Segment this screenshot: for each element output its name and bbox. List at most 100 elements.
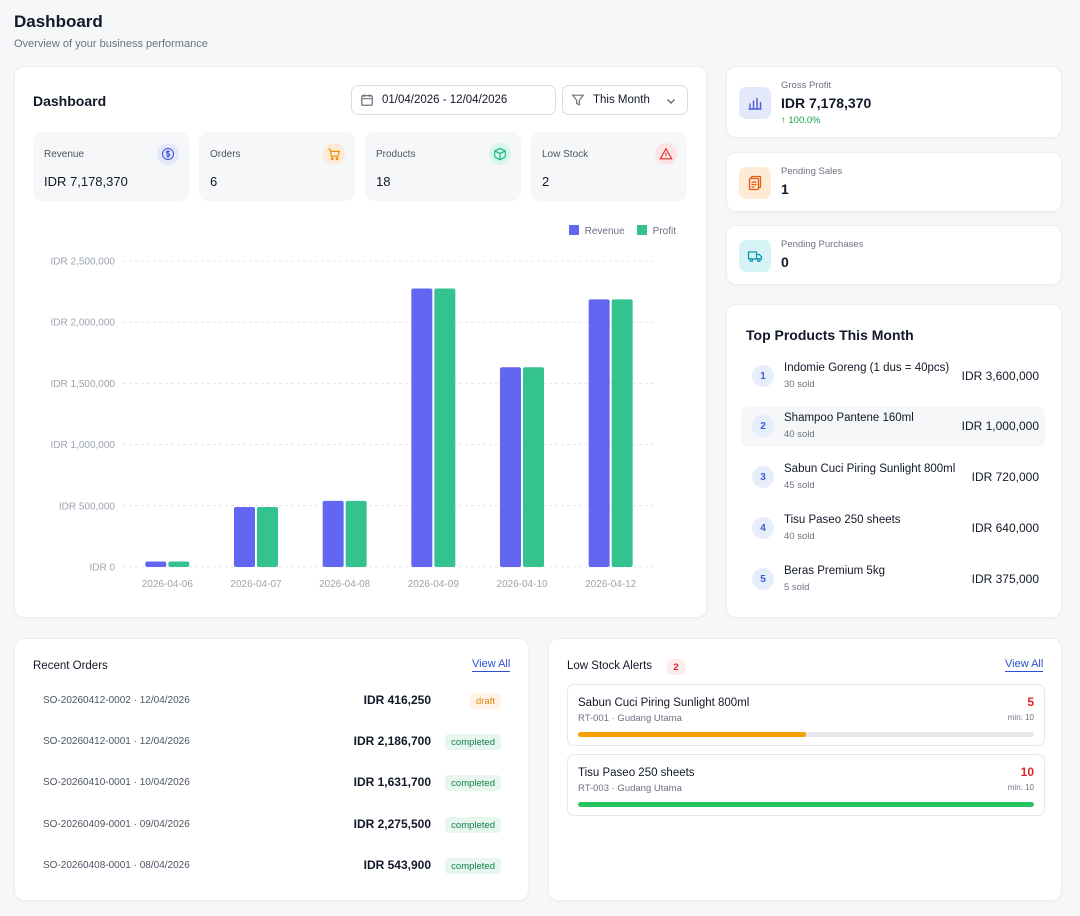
legend-item-profit[interactable]: Profit [636,225,676,237]
legend-label: Profit [652,226,676,237]
period-select[interactable]: This Month [562,85,688,115]
bar-revenue [234,507,255,567]
low-stock-card: Low Stock Alerts 2 View All Sabun Cuci P… [548,638,1062,901]
dashboard-card-title: Dashboard [33,93,107,109]
rank-badge: 1 [752,365,774,387]
kpi-card-gross-profit: Gross Profit IDR 7,178,370 ↑ 100.0% [726,66,1062,138]
kpi-card-pending-sales: Pending Sales 1 [726,152,1062,212]
stat-card-low-stock: Low Stock 2 [531,132,687,201]
y-tick-label: IDR 0 [89,563,115,574]
kpi-label: Pending Purchases [781,239,864,250]
stock-level-fill [578,802,1034,807]
recent-orders-card: Recent Orders View All SO-20260412-0002 … [14,638,529,901]
top-product-row[interactable]: 5 Beras Premium 5kg 5 sold IDR 375,000 [741,560,1045,600]
top-product-row[interactable]: 4 Tisu Paseo 250 sheets 40 sold IDR 640,… [741,509,1045,549]
bar-profit [168,561,190,567]
kpi-delta-value: 100.0% [788,115,821,126]
low-stock-title: Low Stock Alerts [567,660,653,672]
top-product-row[interactable]: 1 Indomie Goreng (1 dus = 40pcs) 30 sold… [741,357,1045,397]
stat-card-products: Products 18 [365,132,521,201]
rank-badge: 3 [752,466,774,488]
bar-profit [611,299,633,567]
y-tick-label: IDR 1,000,000 [51,440,116,451]
arrow-up-icon: ↑ [781,115,786,126]
status-badge: completed [445,817,501,833]
top-product-row[interactable]: 2 Shampoo Pantene 160ml 40 sold IDR 1,00… [741,407,1045,447]
page-subtitle: Overview of your business performance [14,38,208,50]
y-tick-label: IDR 500,000 [59,501,116,512]
order-row[interactable]: SO-20260412-0002 · 12/04/2026 IDR 416,25… [43,692,501,712]
legend-item-revenue[interactable]: Revenue [568,225,625,237]
order-row[interactable]: SO-20260409-0001 · 09/04/2026 IDR 2,275,… [43,816,501,836]
kpi-card-pending-purchases: Pending Purchases 0 [726,225,1062,285]
view-all-low-stock-link[interactable]: View All [1005,658,1044,672]
product-name: Indomie Goreng (1 dus = 40pcs) [784,362,950,374]
product-amount: IDR 640,000 [971,521,1039,535]
low-stock-item-name: Tisu Paseo 250 sheets [578,767,695,779]
rank-badge: 4 [752,517,774,539]
stat-card-orders: Orders 6 [199,132,355,201]
low-stock-item[interactable]: Tisu Paseo 250 sheets RT-003 · Gudang Ut… [567,754,1045,816]
stock-level-bar [578,732,1034,737]
recent-orders-title: Recent Orders [33,660,108,672]
bar-revenue [411,288,433,567]
rank-badge: 2 [752,415,774,437]
date-range-value: 01/04/2026 - 12/04/2026 [382,94,508,106]
date-range-input[interactable]: 01/04/2026 - 12/04/2026 [351,85,556,115]
bar-revenue [500,367,521,567]
stat-value: 6 [210,174,218,189]
calendar-icon [361,94,373,106]
box-icon [489,143,511,165]
low-stock-item[interactable]: Sabun Cuci Piring Sunlight 800ml RT-001 … [567,684,1045,746]
kpi-value: IDR 7,178,370 [781,95,872,111]
warning-icon [655,143,677,165]
order-id: SO-20260412-0001 · 12/04/2026 [43,736,190,747]
kpi-value: 0 [781,254,789,270]
order-amount: IDR 2,186,700 [353,734,431,748]
dashboard-card: Dashboard 01/04/2026 - 12/04/2026 This M… [14,66,707,618]
kpi-label: Gross Profit [781,80,832,91]
view-all-orders-link[interactable]: View All [472,658,511,672]
legend-label: Revenue [584,226,625,237]
status-badge: completed [445,775,501,791]
page-title: Dashboard [14,12,103,31]
bar-revenue [145,561,167,567]
dollar-icon [157,143,179,165]
legend-swatch [568,225,579,235]
stat-label: Revenue [44,149,85,160]
truck-icon [739,240,771,272]
low-stock-item-min: min: 10 [1007,783,1034,792]
kpi-value: 1 [781,181,789,197]
chart-legend: Revenue Profit [568,225,676,237]
stock-level-fill [578,732,806,737]
order-row[interactable]: SO-20260410-0001 · 10/04/2026 IDR 1,631,… [43,774,501,794]
kpi-label: Pending Sales [781,166,843,177]
low-stock-item-qty: 5 [1027,695,1034,709]
x-tick-label: 2026-04-10 [496,579,548,590]
order-id: SO-20260408-0001 · 08/04/2026 [43,860,190,871]
bar-chart: IDR 0 IDR 500,000 IDR 1,000,000 IDR 1,500,0… [51,257,655,590]
order-amount: IDR 416,250 [363,693,431,707]
status-badge: completed [445,858,501,874]
bar-revenue [588,299,610,567]
stat-value: 18 [376,174,391,189]
product-amount: IDR 375,000 [971,572,1039,586]
product-name: Tisu Paseo 250 sheets [784,514,901,526]
chevron-down-icon [666,98,676,105]
low-stock-item-code: RT-003 · Gudang Utama [578,783,682,794]
stock-level-bar [578,802,1034,807]
y-tick-label: IDR 1,500,000 [51,379,116,390]
stat-value: IDR 7,178,370 [44,174,128,189]
receipt-icon [739,167,771,199]
top-products-card: Top Products This Month 1 Indomie Goreng… [726,304,1062,618]
order-row[interactable]: SO-20260412-0001 · 12/04/2026 IDR 2,186,… [43,733,501,753]
legend-swatch [636,225,647,235]
bar-profit [257,507,278,567]
stat-label: Products [376,149,416,160]
order-id: SO-20260410-0001 · 10/04/2026 [43,777,190,788]
bar-profit [523,367,544,567]
x-tick-label: 2026-04-12 [585,579,637,590]
top-product-row[interactable]: 3 Sabun Cuci Piring Sunlight 800ml 45 so… [741,458,1045,498]
y-tick-label: IDR 2,500,000 [51,257,116,268]
order-row[interactable]: SO-20260408-0001 · 08/04/2026 IDR 543,90… [43,857,501,877]
